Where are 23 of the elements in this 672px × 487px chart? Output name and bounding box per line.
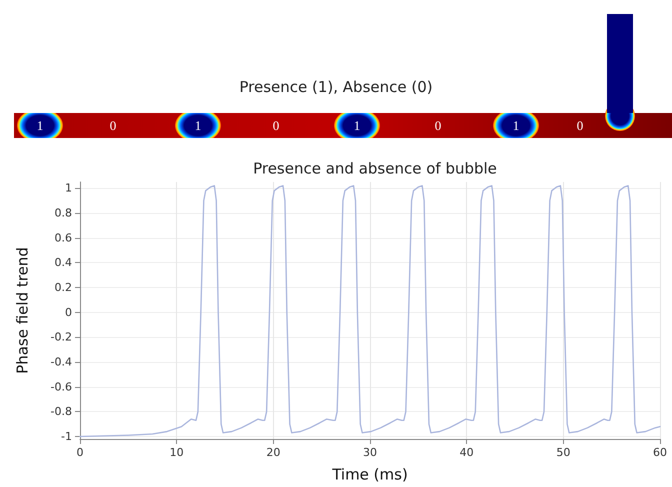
y-tick-label: 0.2 <box>54 281 72 294</box>
y-tick-label: 0.4 <box>54 256 72 270</box>
y-tick-label: -0.6 <box>50 380 72 394</box>
x-tick-label: 30 <box>363 446 377 459</box>
line-series <box>79 185 661 438</box>
y-tick-label: 0 <box>65 306 72 319</box>
y-axis-title: Phase field trend <box>14 247 32 374</box>
x-tick-label: 50 <box>556 446 570 459</box>
text: Presence (1), Absence (0) <box>238 78 434 96</box>
y-tick-label: -0.2 <box>50 330 72 344</box>
x-tick-label: 0 <box>76 446 84 459</box>
x-axis-title: Time (ms) <box>331 466 408 484</box>
x-tick-label: 10 <box>170 446 184 459</box>
x-tick-label: 60 <box>653 446 667 459</box>
x-tick-label: 40 <box>460 446 474 459</box>
y-tick-label: 1 <box>65 182 72 195</box>
y-tick-label: 0.6 <box>54 231 72 244</box>
y-tick-label: -0.4 <box>50 356 72 369</box>
x-tick-label: 20 <box>266 446 280 459</box>
chart-title: Presence and absence of bubble <box>253 160 497 178</box>
y-tick-label: -1 <box>61 430 72 444</box>
y-tick-label: -0.8 <box>50 405 72 418</box>
y-tick-label: 0.8 <box>54 206 72 220</box>
